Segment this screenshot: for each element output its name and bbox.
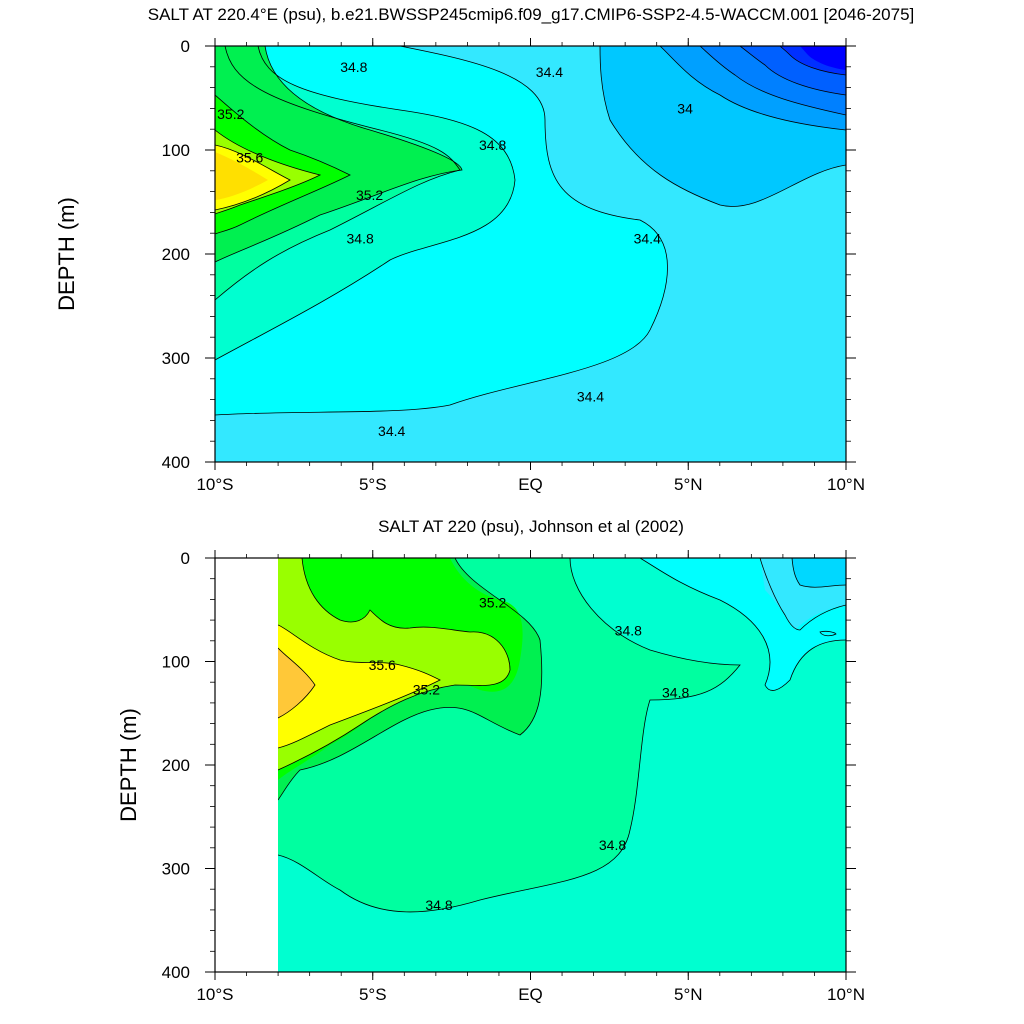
panel-model-axes: 10°S 5°S EQ 5°N 10°N 0 100 200 300 400 (162, 37, 865, 494)
contour-label: 34.4 (536, 64, 563, 80)
x-tick-label: 10°S (196, 475, 233, 494)
contour-label: 34.4 (378, 423, 405, 439)
fill-level-36.0 (278, 648, 315, 718)
contour-label: 35.2 (479, 595, 506, 611)
panel-observations-frame (214, 557, 847, 973)
y-tick-label: 0 (181, 37, 190, 56)
fill-level-35.8 (215, 152, 268, 200)
panel-model-ylabel: DEPTH (m) (54, 197, 79, 311)
contour-label: 34.8 (662, 685, 689, 701)
y-tick-label: 0 (181, 549, 190, 568)
x-tick-label: 5°S (359, 985, 387, 1004)
contour-label: 35.6 (236, 149, 263, 165)
x-tick-label: 5°S (359, 475, 387, 494)
panel-observations-ylabel: DEPTH (m) (116, 708, 141, 822)
x-tick-label: 10°S (196, 985, 233, 1004)
contour-label: 34.8 (425, 897, 452, 913)
y-tick-label: 300 (162, 860, 190, 879)
y-tick-label: 400 (162, 453, 190, 472)
x-tick-label: EQ (518, 985, 543, 1004)
contour-labels-observations: 35.2 34.8 35.6 35.2 34.8 34.8 34.8 (369, 595, 690, 913)
y-tick-label: 200 (162, 245, 190, 264)
panel-observations-axes: 10°S 5°S EQ 5°N 10°N 0 100 200 300 400 (162, 549, 865, 1004)
contour-label: 34.8 (340, 59, 367, 75)
panel-observations: SALT AT 220 (psu), Johnson et al (2002) (116, 517, 865, 1004)
contour-label: 34 (677, 101, 693, 117)
contour-lines-observations (278, 558, 846, 913)
y-tick-label: 100 (162, 141, 190, 160)
panel-model-fills: 34.8 34.4 34 35.2 34.8 35.6 35.2 34.8 34.4 34.4 34… (215, 46, 846, 462)
contour-label: 34.8 (599, 837, 626, 853)
contour-label: 34.8 (347, 231, 374, 247)
contour-label: 35.2 (217, 106, 244, 122)
contour-label: 35.2 (356, 187, 383, 203)
fill-level-35.8 (278, 625, 440, 748)
x-tick-label: 5°N (674, 475, 703, 494)
panel-observations-fills: 35.2 34.8 35.6 35.2 34.8 34.8 34.8 (278, 558, 846, 972)
panel-model-frame (214, 45, 847, 463)
y-tick-label: 200 (162, 756, 190, 775)
contour-label: 34.8 (615, 623, 642, 639)
fill-level-33.2 (800, 46, 846, 70)
y-tick-label: 100 (162, 653, 190, 672)
x-tick-label: 10°N (827, 985, 865, 1004)
contour-label: 35.6 (369, 657, 396, 673)
x-tick-label: 5°N (674, 985, 703, 1004)
x-tick-label: 10°N (827, 475, 865, 494)
contour-label: 34.4 (577, 389, 604, 405)
contour-label: 35.2 (413, 682, 440, 698)
contour-labels-model: 34.8 34.4 34 35.2 34.8 35.6 35.2 34.8 34.4 34.4 34… (217, 59, 693, 439)
y-tick-label: 400 (162, 963, 190, 982)
x-tick-label: EQ (518, 475, 543, 494)
panel-observations-title: SALT AT 220 (psu), Johnson et al (2002) (378, 517, 684, 536)
panel-model: SALT AT 220.4°E (psu), b.e21.BWSSP245cmi… (54, 5, 914, 494)
contour-label: 34.4 (634, 231, 661, 247)
contour-lines-model (215, 46, 846, 416)
fill-level-34.2 (792, 558, 846, 588)
panel-model-title: SALT AT 220.4°E (psu), b.e21.BWSSP245cmi… (148, 5, 915, 24)
y-tick-label: 300 (162, 349, 190, 368)
contour-label: 34.8 (479, 137, 506, 153)
